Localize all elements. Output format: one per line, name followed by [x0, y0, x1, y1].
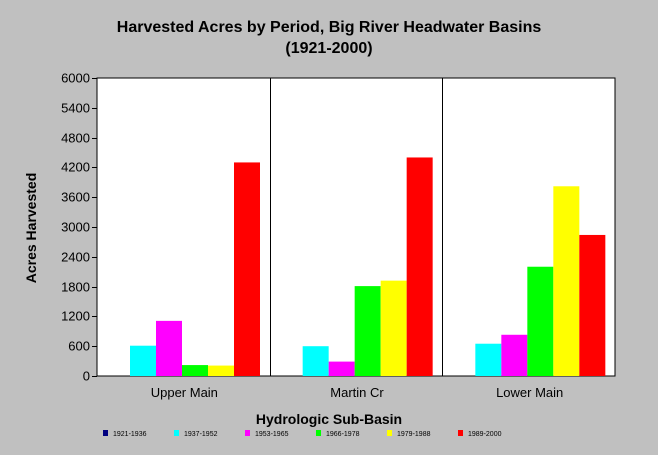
- legend-label: 1937-1952: [184, 431, 218, 438]
- bar-1989-2000-lower-main: [579, 234, 606, 376]
- y-tick-label: 1200: [61, 309, 90, 324]
- bar-1953-1965-upper-main: [156, 320, 182, 376]
- y-tick-label: 4200: [61, 160, 90, 175]
- bar-1989-2000-upper-main: [234, 162, 260, 376]
- bar-1966-1978-martin-cr: [354, 286, 381, 376]
- y-tick-label: 3000: [61, 220, 90, 235]
- bar-1979-1988-lower-main: [553, 186, 580, 376]
- plot-area: 0 600 1200 1800 2400 3000 3600 4200 4800 5400 6000…: [61, 71, 616, 400]
- legend-swatch: [316, 430, 321, 436]
- y-tick-label: 3600: [61, 190, 90, 205]
- y-tick-label: 5400: [61, 101, 90, 116]
- bar-1966-1978-upper-main: [182, 365, 208, 376]
- x-tick-label: Martin Cr: [330, 385, 384, 400]
- bar-1979-1988-martin-cr: [380, 280, 407, 376]
- legend-swatch: [387, 430, 392, 436]
- bar-1989-2000-martin-cr: [406, 157, 433, 376]
- legend-swatch: [458, 430, 463, 436]
- y-tick-label: 0: [83, 369, 90, 384]
- y-tick-label: 1800: [61, 280, 90, 295]
- bar-1937-1952-lower-main: [475, 343, 502, 376]
- legend-label: 1989-2000: [468, 431, 502, 438]
- bar-1966-1978-lower-main: [527, 266, 554, 376]
- bar-1953-1965-lower-main: [501, 334, 528, 376]
- y-tick-label: 600: [68, 339, 90, 354]
- x-axis-label: Hydrologic Sub-Basin: [256, 411, 402, 427]
- chart-subtitle: (1921-2000): [285, 40, 372, 57]
- x-tick-label: Lower Main: [496, 385, 563, 400]
- legend-label: 1979-1988: [397, 431, 431, 438]
- legend-swatch: [103, 430, 108, 436]
- y-tick-label: 6000: [61, 71, 90, 86]
- y-tick-label: 4800: [61, 131, 90, 146]
- legend-label: 1953-1965: [255, 431, 289, 438]
- x-tick-label: Upper Main: [151, 385, 218, 400]
- bar-1937-1952-upper-main: [130, 345, 156, 376]
- legend: 1921-1936 1937-1952 1953-1965 1966-1978 1979…: [103, 430, 502, 438]
- bar-1953-1965-martin-cr: [328, 361, 355, 376]
- chart-title: Harvested Acres by Period, Big River Hea…: [117, 19, 542, 36]
- y-axis-label: Acres Harvested: [23, 173, 39, 284]
- legend-swatch: [174, 430, 179, 436]
- legend-swatch: [245, 430, 250, 436]
- legend-label: 1966-1978: [326, 431, 360, 438]
- y-tick-label: 2400: [61, 250, 90, 265]
- bar-1937-1952-martin-cr: [302, 346, 329, 376]
- legend-label: 1921-1936: [113, 431, 147, 438]
- bar-1979-1988-upper-main: [208, 365, 234, 376]
